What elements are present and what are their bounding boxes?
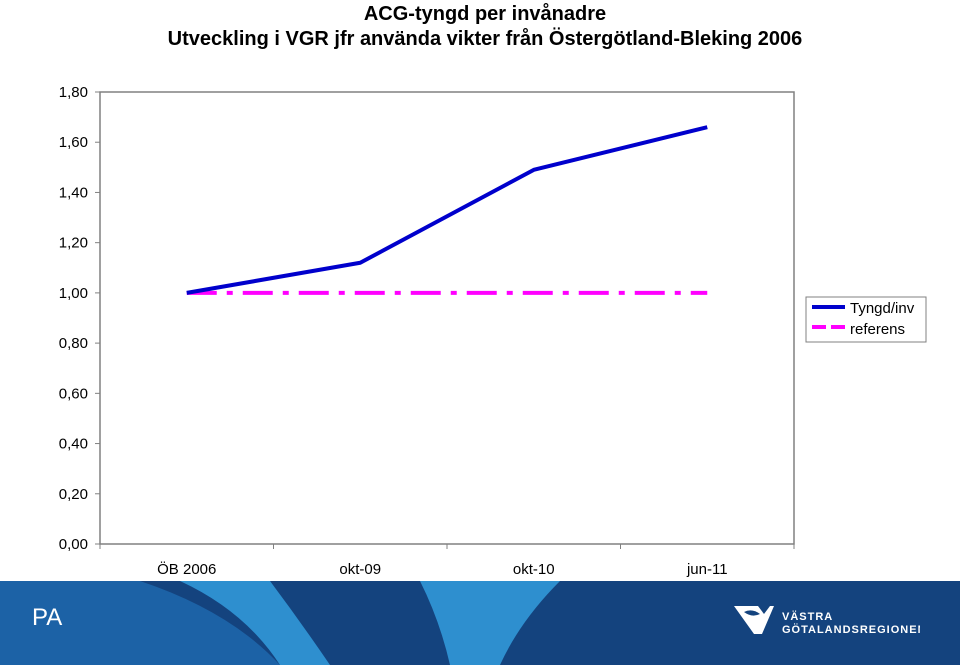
y-tick-label: 1,60 [59,134,88,151]
logo-emblem-detail [744,610,760,616]
x-tick-label: jun-11 [686,561,728,578]
footer-wave-middle [420,581,560,665]
legend-box [805,296,927,343]
y-tick-label: 0,20 [59,486,88,503]
legend: Tyngd/inv referens [805,296,927,343]
plot-area [99,91,795,545]
y-tick-label: 1,00 [59,285,88,302]
line-chart: 0,00 0,20 0,40 0,60 0,80 1,00 1,20 1,40 1,60 1,80… [59,84,927,578]
x-tick-label: okt-10 [513,561,555,578]
legend-label-referens: referens [850,321,905,338]
y-tick-label: 1,80 [59,84,88,101]
y-tick-label: 0,60 [59,385,88,402]
y-tick-label: 0,40 [59,436,88,453]
x-axis: ÖB 2006 okt-09 okt-10 jun-11 [99,544,795,578]
legend-label-tyngd: Tyngd/inv [850,300,915,317]
series-layer [186,125,708,295]
footer-graphic [0,581,960,665]
footer-wave-left [0,581,280,665]
chart-title-block: ACG-tyngd per invånadre Utveckling i VGR… [0,2,960,52]
x-tick-label: okt-09 [339,561,381,578]
series-line-tyngd [186,125,708,295]
footer-wave-stripe [180,581,330,665]
organization-logo: VÄSTRA GÖTALANDSREGIONEN [734,606,920,636]
y-tick-label: 0,80 [59,335,88,352]
chart-subtitle: Utveckling i VGR jfr använda vikter från… [167,28,803,50]
y-tick-label: 0,00 [59,536,88,553]
logo-emblem-icon [734,606,774,634]
logo-text-line2: GÖTALANDSREGIONEN [782,623,920,636]
logo-text-line1: VÄSTRA [782,610,833,623]
footer-band [0,581,960,665]
y-tick-label: 1,20 [59,235,88,252]
chart-title: ACG-tyngd per invånadre [363,3,607,25]
y-axis: 0,00 0,20 0,40 0,60 0,80 1,00 1,20 1,40 1,60 1,80 [59,84,100,553]
x-tick-label: ÖB 2006 [157,560,216,578]
footer-label: PA [32,604,63,631]
y-tick-label: 1,40 [59,184,88,201]
